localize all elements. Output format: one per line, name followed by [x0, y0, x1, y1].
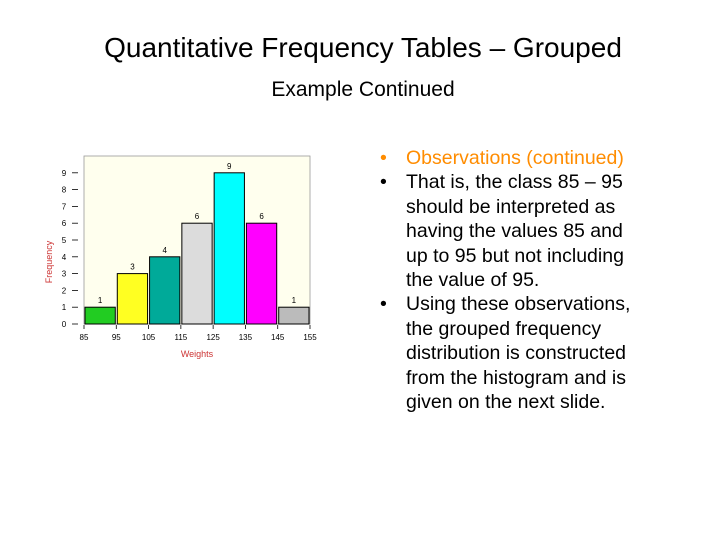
histogram-bar [84, 306, 116, 325]
x-tick-label: 95 [112, 333, 121, 342]
histogram-bar [116, 273, 149, 325]
bar-value-label: 4 [162, 246, 167, 255]
observations-bullet-list: • Observations (continued) • That is, the c… [376, 146, 696, 414]
bullet-marker: • [380, 293, 387, 316]
histogram-bar [149, 256, 181, 325]
y-tick-label: 0 [62, 320, 67, 329]
bar-value-label: 6 [259, 212, 264, 221]
y-tick-label: 9 [62, 169, 67, 178]
y-axis-title: Frequency [44, 240, 54, 283]
slide-title: Quantitative Frequency Tables – Grouped [104, 32, 622, 63]
bullet-line: given on the next slide. [406, 391, 606, 414]
y-tick-label: 2 [62, 286, 67, 295]
bullet-line: up to 95 but not including [406, 244, 624, 267]
bullet-line: the value of 95. [406, 269, 540, 292]
bullet-line: having the values 85 and [406, 220, 623, 243]
y-tick-label: 1 [62, 303, 67, 312]
bullet-item: • Using these observations, the grouped fr… [376, 292, 696, 414]
bullet-line: the grouped frequency [406, 317, 602, 340]
bar-value-label: 6 [195, 212, 200, 221]
y-tick-label: 5 [62, 236, 67, 245]
bullet-line: from the histogram and is [406, 366, 627, 389]
bullet-line: distribution is constructed [406, 342, 627, 365]
bullet-marker: • [380, 147, 387, 169]
y-tick-label: 4 [62, 253, 67, 262]
x-tick-label: 155 [303, 333, 317, 342]
bullet-marker: • [380, 171, 387, 194]
bar-value-label: 9 [227, 162, 232, 171]
bullet-item: • Observations (continued) [376, 146, 696, 170]
x-tick-label: 85 [80, 333, 89, 342]
y-tick-label: 6 [62, 219, 67, 228]
bullet-line: That is, the class 85 – 95 [406, 171, 623, 194]
y-tick-label: 7 [62, 202, 67, 211]
y-tick-label: 3 [62, 270, 67, 279]
histogram-bar [245, 222, 278, 325]
bar-value-label: 3 [130, 263, 135, 272]
y-tick-label: 8 [62, 186, 67, 195]
bar-value-label: 1 [292, 296, 297, 305]
bar-value-label: 1 [98, 296, 103, 305]
histogram-bar [278, 306, 310, 325]
histogram-bar [181, 222, 213, 325]
x-tick-label: 115 [174, 333, 187, 342]
histogram-chart: 1 3 4 6 9 6 1 0 1 2 3 4 5 6 7 8 9 85 95 105 115 125 135 145 155 W… [44, 155, 317, 359]
x-tick-label: 125 [206, 333, 220, 342]
bullet-line: Using these observations, [406, 293, 631, 316]
bullet-line: Observations (continued) [406, 147, 624, 169]
bullet-item: • That is, the class 85 – 95 should be int… [376, 170, 696, 292]
slide-subtitle: Example Continued [271, 78, 455, 101]
x-tick-label: 105 [142, 333, 156, 342]
x-axis-title: Weights [181, 349, 214, 359]
bullet-line: should be interpreted as [406, 195, 616, 218]
histogram-bar [213, 172, 245, 325]
x-tick-label: 145 [271, 333, 285, 342]
x-tick-label: 135 [239, 333, 253, 342]
